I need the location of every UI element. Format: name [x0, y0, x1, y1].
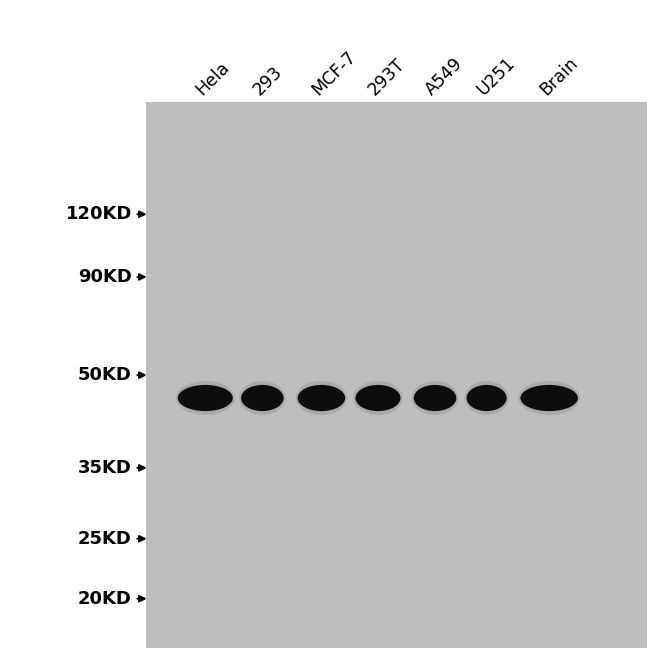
Text: 293T: 293T [365, 56, 409, 99]
Ellipse shape [412, 381, 458, 415]
Ellipse shape [178, 385, 233, 411]
Ellipse shape [356, 385, 400, 411]
Ellipse shape [354, 381, 402, 415]
Ellipse shape [465, 381, 508, 415]
Text: 90KD: 90KD [78, 268, 132, 286]
Ellipse shape [239, 381, 285, 415]
Text: A549: A549 [422, 55, 467, 99]
Ellipse shape [298, 385, 345, 411]
Ellipse shape [519, 381, 580, 415]
Text: Hela: Hela [192, 58, 233, 99]
Text: U251: U251 [474, 54, 519, 99]
Ellipse shape [241, 385, 283, 411]
Ellipse shape [521, 385, 578, 411]
Text: 25KD: 25KD [78, 529, 132, 548]
Ellipse shape [296, 381, 347, 415]
Text: MCF-7: MCF-7 [309, 48, 360, 99]
Text: 293: 293 [250, 63, 286, 99]
Ellipse shape [176, 381, 235, 415]
Ellipse shape [414, 385, 456, 411]
Text: 35KD: 35KD [78, 459, 132, 477]
Text: 20KD: 20KD [78, 590, 132, 607]
Text: 120KD: 120KD [66, 206, 132, 223]
Text: 50KD: 50KD [78, 366, 132, 384]
Text: Brain: Brain [536, 54, 582, 99]
Ellipse shape [467, 385, 506, 411]
